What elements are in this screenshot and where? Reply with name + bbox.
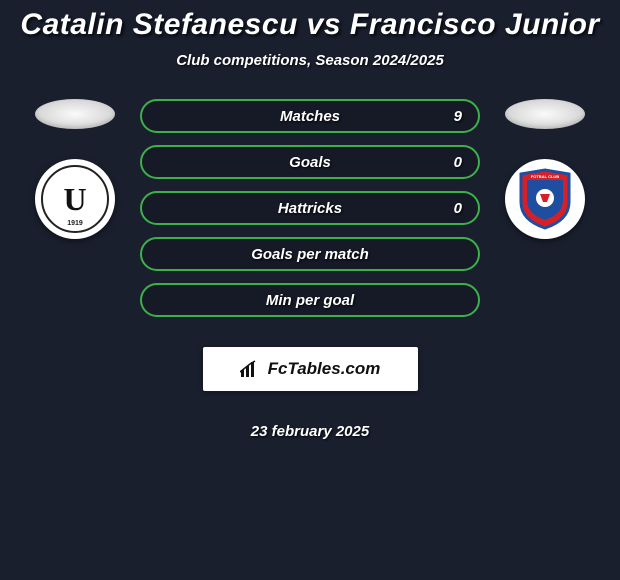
stat-value-right: 0 — [454, 154, 462, 171]
left-player-silhouette — [35, 99, 115, 129]
right-club-badge: FOTBAL CLUB — [505, 159, 585, 239]
stat-row-matches: Matches 9 — [140, 99, 480, 133]
branding-badge[interactable]: FcTables.com — [203, 347, 418, 391]
date-line: 23 february 2025 — [251, 423, 369, 440]
stats-column: Matches 9 Goals 0 Hattricks 0 Goals per … — [135, 99, 485, 440]
stat-label: Hattricks — [278, 200, 342, 217]
left-club-badge: U 1919 — [35, 159, 115, 239]
stat-row-min-per-goal: Min per goal — [140, 283, 480, 317]
stat-row-goals-per-match: Goals per match — [140, 237, 480, 271]
stat-label: Goals per match — [251, 246, 369, 263]
left-club-ring: U 1919 — [41, 165, 109, 233]
stat-value-right: 9 — [454, 108, 462, 125]
stat-row-hattricks: Hattricks 0 — [140, 191, 480, 225]
svg-text:FOTBAL CLUB: FOTBAL CLUB — [531, 174, 559, 179]
subtitle: Club competitions, Season 2024/2025 — [176, 52, 444, 69]
stat-label: Min per goal — [266, 292, 354, 309]
left-player-col: U 1919 — [15, 99, 135, 239]
stat-row-goals: Goals 0 — [140, 145, 480, 179]
branding-text: FcTables.com — [268, 359, 381, 379]
stat-label: Goals — [289, 154, 331, 171]
right-player-col: FOTBAL CLUB — [485, 99, 605, 239]
page-title: Catalin Stefanescu vs Francisco Junior — [20, 8, 599, 42]
left-club-letter: U — [63, 181, 86, 218]
stat-label: Matches — [280, 108, 340, 125]
main-row: U 1919 Matches 9 Goals 0 Hattricks 0 Goa… — [0, 99, 620, 440]
comparison-card: Catalin Stefanescu vs Francisco Junior C… — [0, 0, 620, 580]
left-club-year: 1919 — [67, 220, 83, 227]
stat-value-right: 0 — [454, 200, 462, 217]
chart-icon — [240, 360, 262, 378]
right-player-silhouette — [505, 99, 585, 129]
right-club-shield: FOTBAL CLUB — [517, 168, 573, 230]
